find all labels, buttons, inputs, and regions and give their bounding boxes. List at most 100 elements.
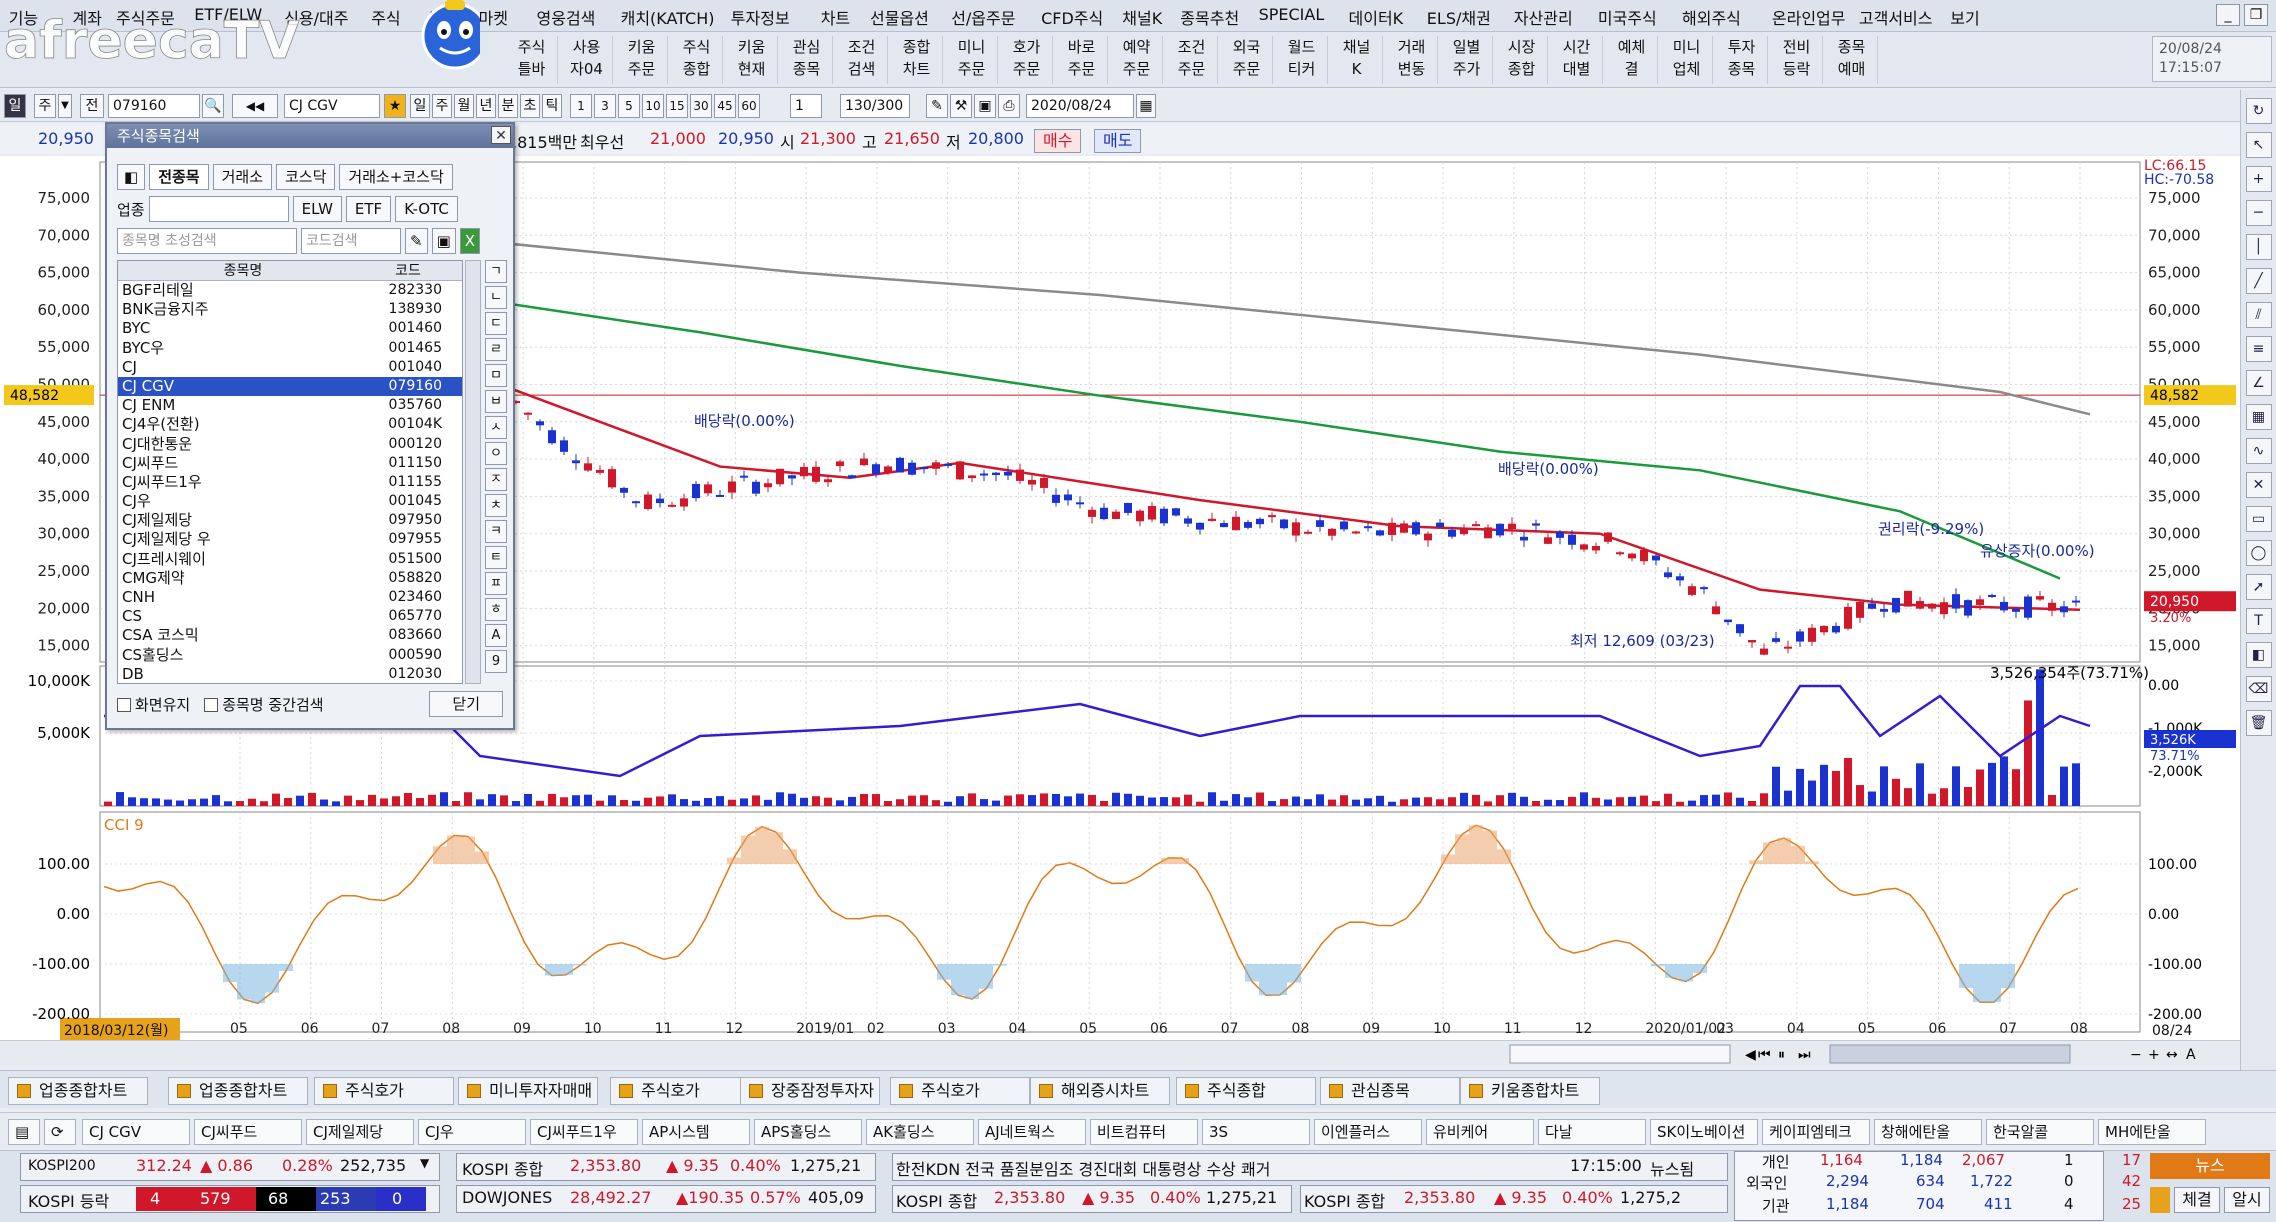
settings-icon[interactable] — [2150, 1187, 2170, 1213]
menu-item[interactable]: 투자정보 — [730, 9, 790, 28]
close-button[interactable]: 닫기 — [429, 691, 503, 717]
toolbar-button[interactable]: 사용 자04 — [561, 36, 613, 84]
stock-list[interactable]: 종목명 코드 BGF리테일 282330 BNK금융지주 138930 BYC 00146… — [117, 260, 463, 684]
keep-screen-checkbox[interactable]: 화면유지 — [117, 694, 190, 715]
window-tab[interactable]: 주식호가 — [610, 1077, 750, 1105]
toolbar-button[interactable]: 조건 검색 — [836, 36, 888, 84]
stock-row[interactable]: CJ우 001045 — [118, 492, 462, 511]
index-key-button[interactable]: ㄱ — [485, 260, 507, 283]
etf-button[interactable]: ETF — [345, 196, 392, 222]
edit-icon[interactable]: ✎ — [405, 228, 428, 254]
menu-item[interactable]: 종목추천 — [1180, 9, 1240, 28]
menu-item[interactable]: 계좌 — [72, 9, 102, 28]
favorite-item[interactable]: CJ CGV — [82, 1119, 190, 1145]
menu-item[interactable]: 고객서비스 — [1858, 9, 1933, 28]
restore-icon[interactable]: ❐ — [2244, 4, 2268, 26]
alarm-button[interactable]: 알시 — [2224, 1187, 2270, 1213]
stock-row[interactable]: CJ프레시웨이 051500 — [118, 550, 462, 569]
speaker-icon[interactable]: ◀◀ — [232, 94, 278, 118]
favorite-item[interactable]: AJ네트웍스 — [978, 1119, 1086, 1145]
nav-pause-icon[interactable]: ⏸ — [1778, 1047, 1785, 1063]
industry-select[interactable] — [148, 196, 289, 222]
toolbar-button[interactable]: 투자 종목 — [1716, 36, 1768, 84]
window-tab[interactable]: 주식호가 — [314, 1077, 454, 1105]
menu-item[interactable]: 데이터K — [1348, 9, 1404, 28]
stock-row[interactable]: BGF리테일 282330 — [118, 281, 462, 300]
count-button[interactable]: 1 — [570, 94, 592, 118]
index-key-button[interactable]: A — [485, 624, 507, 647]
window-tab[interactable]: 키움종합차트 — [1460, 1077, 1600, 1105]
window-tab[interactable]: 해외증시차트 — [1030, 1077, 1170, 1105]
menu-item[interactable]: SPECIAL — [1258, 5, 1325, 24]
favorite-item[interactable]: MH에탄올 — [2098, 1119, 2206, 1145]
sell-button[interactable]: 매도 — [1094, 129, 1142, 153]
stock-row[interactable]: CS 065770 — [118, 607, 462, 626]
favorite-item[interactable]: CJ우 — [418, 1119, 526, 1145]
tab-kospi[interactable]: 거래소 — [212, 164, 272, 190]
scroll-track[interactable] — [1509, 1044, 1731, 1064]
stock-row[interactable]: CS홀딩스 000590 — [118, 646, 462, 665]
menu-item[interactable]: 자산관리 — [1513, 9, 1573, 28]
print-icon[interactable]: ⎙ — [998, 94, 1020, 118]
favorite-item[interactable]: 케이피엠테크 — [1762, 1119, 1870, 1145]
buy-button[interactable]: 매수 — [1034, 129, 1082, 153]
favorite-item[interactable]: 다날 — [1538, 1119, 1646, 1145]
count-field[interactable]: 1 — [790, 94, 822, 118]
stock-row[interactable]: CJ4우(전환) 00104K — [118, 415, 462, 434]
index-key-button[interactable]: ㅍ — [485, 572, 507, 595]
menu-item[interactable]: ETF/ELW — [194, 5, 263, 24]
fav-refresh-icon[interactable]: ⟳ — [44, 1119, 76, 1145]
favorite-item[interactable]: 이엔플러스 — [1314, 1119, 1422, 1145]
menu-item[interactable]: 신용/대주 — [284, 9, 349, 28]
toolbar-button[interactable]: 미니 업체 — [1661, 36, 1713, 84]
pen-icon[interactable]: ✎ — [926, 94, 948, 118]
cross-icon[interactable]: ✕ — [2245, 472, 2272, 498]
toolbar-button[interactable]: 키움 현재 — [726, 36, 778, 84]
toolbar-button[interactable]: 종목 예매 — [1826, 36, 1878, 84]
index-key-button[interactable]: ㅈ — [485, 468, 507, 491]
trade-button[interactable]: 체결 — [2174, 1187, 2220, 1213]
favorite-item[interactable]: 창해에탄올 — [1874, 1119, 1982, 1145]
date-field[interactable]: 2020/08/24 — [1026, 94, 1134, 118]
fibo-icon[interactable]: ≡ — [2245, 336, 2272, 362]
toolbar-button[interactable]: 예체 결 — [1606, 36, 1658, 84]
index-key-button[interactable]: ㅂ — [485, 390, 507, 413]
zoom-out-icon[interactable]: − — [2130, 1047, 2142, 1063]
menu-item[interactable]: 미국주식 — [1597, 9, 1657, 28]
list-view-icon[interactable]: ◧ — [117, 164, 146, 190]
favorite-item[interactable]: CJ씨푸드1우 — [530, 1119, 638, 1145]
toolbar-button[interactable]: 종합 차트 — [891, 36, 943, 84]
mid-search-checkbox[interactable]: 종목명 중간검색 — [204, 694, 324, 715]
col-code-header[interactable]: 코드 — [395, 263, 421, 279]
search-icon[interactable]: 🔍 — [202, 94, 224, 118]
period-button[interactable]: 월 — [454, 94, 474, 118]
tab-all[interactable]: 전종목 — [149, 164, 209, 190]
stock-row[interactable]: CJ 001040 — [118, 358, 462, 377]
toolbar-button[interactable]: 시간 대별 — [1551, 36, 1603, 84]
favorite-item[interactable]: CJ씨푸드 — [194, 1119, 302, 1145]
news-box[interactable] — [892, 1153, 1728, 1181]
period-button[interactable]: 년 — [476, 94, 496, 118]
menu-item[interactable]: CFD주식 — [1041, 9, 1104, 28]
fav-menu-icon[interactable]: ▤ — [8, 1119, 40, 1145]
code-type-button[interactable]: 전 — [80, 94, 104, 118]
menu-item[interactable]: 해외주식 — [1682, 9, 1741, 28]
fit-icon[interactable]: ↔ — [2166, 1047, 2178, 1063]
excel-icon[interactable]: X — [459, 228, 481, 254]
favorite-item[interactable]: 3S — [1202, 1119, 1310, 1145]
index-key-button[interactable]: ㄷ — [485, 312, 507, 335]
index-key-button[interactable]: ㅌ — [485, 546, 507, 569]
toolbar-button[interactable]: 외국 주문 — [1221, 36, 1273, 84]
stock-row[interactable]: CJ씨푸드 011150 — [118, 454, 462, 473]
tool-icon[interactable]: ⚒ — [950, 94, 972, 118]
channel-icon[interactable]: ⫽ — [2245, 302, 2272, 328]
window-tab[interactable]: 업종종합차트 — [168, 1077, 308, 1105]
toolbar-button[interactable]: 미니 주문 — [946, 36, 998, 84]
toolbar-button[interactable]: 거래 변동 — [1386, 36, 1438, 84]
stock-row[interactable]: DB 012030 — [118, 665, 462, 683]
trendline-icon[interactable]: ╱ — [2245, 268, 2272, 294]
period-button[interactable]: 주 — [432, 94, 452, 118]
stock-row[interactable]: CMG제약 058820 — [118, 569, 462, 588]
calendar-icon[interactable]: ▦ — [1136, 94, 1156, 118]
favorite-item[interactable]: CJ제일제당 — [306, 1119, 414, 1145]
